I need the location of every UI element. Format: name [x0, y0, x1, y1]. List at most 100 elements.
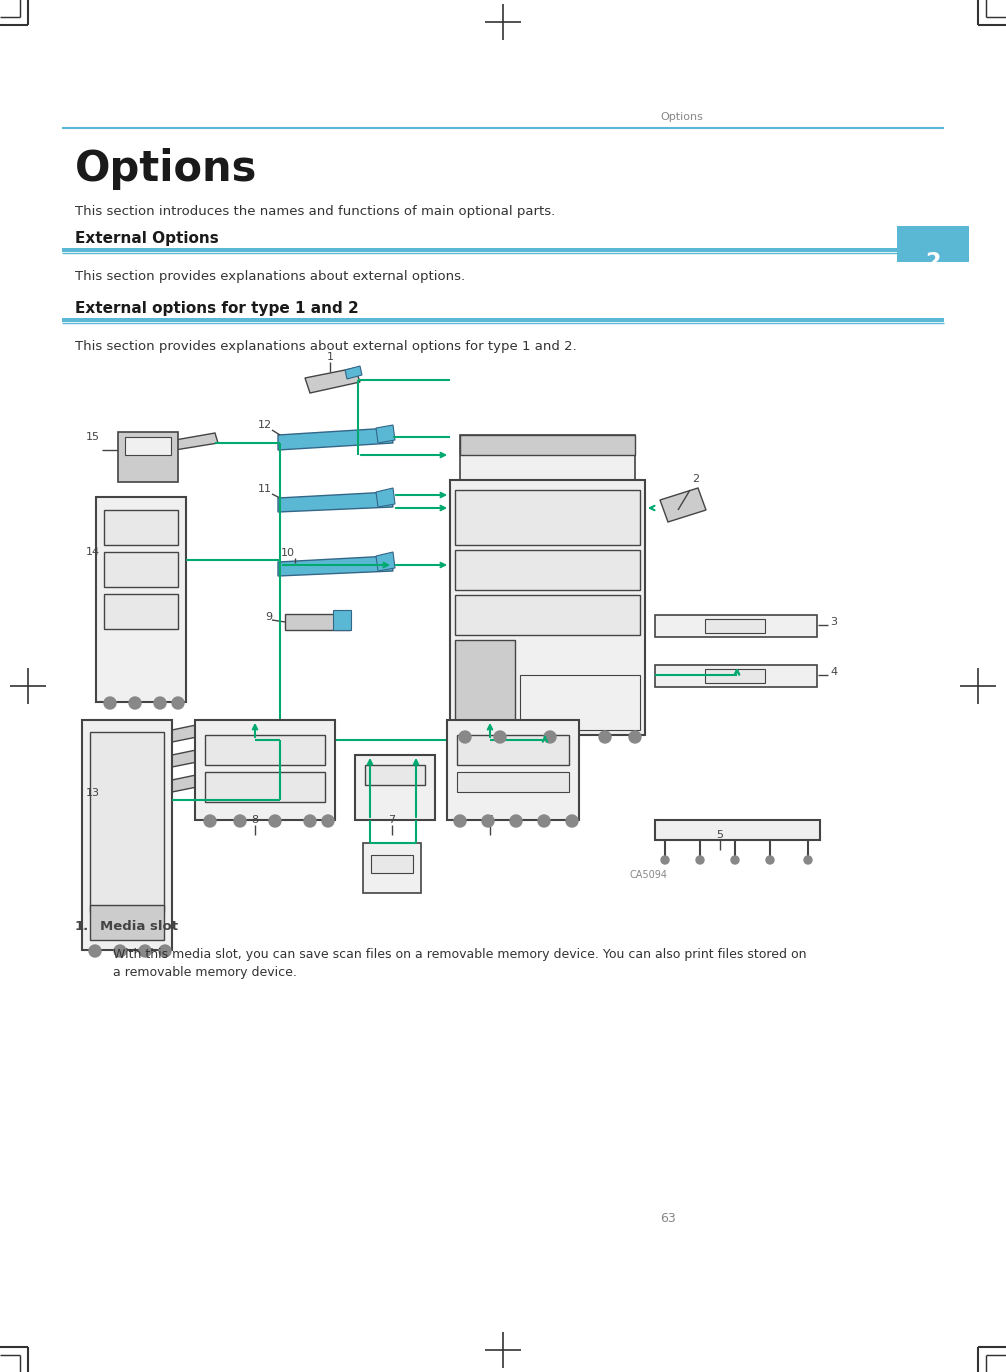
Text: 5: 5 [716, 830, 723, 840]
Circle shape [129, 697, 141, 709]
Bar [104, 594, 178, 628]
Circle shape [731, 856, 739, 864]
Bar [118, 432, 178, 482]
Text: 11: 11 [258, 484, 272, 494]
Polygon shape [305, 368, 360, 392]
Text: 10: 10 [281, 547, 295, 558]
Bar [363, 842, 421, 893]
Circle shape [459, 731, 471, 744]
Circle shape [661, 856, 669, 864]
Text: 12: 12 [258, 420, 272, 429]
Bar [450, 480, 645, 735]
Bar [90, 733, 164, 912]
Bar [457, 772, 569, 792]
Bar [447, 720, 579, 820]
Bar [104, 552, 178, 587]
Bar [355, 755, 435, 820]
Circle shape [566, 815, 578, 827]
Circle shape [804, 856, 812, 864]
Polygon shape [278, 556, 393, 576]
Circle shape [766, 856, 774, 864]
Polygon shape [172, 745, 222, 767]
Circle shape [538, 815, 550, 827]
Bar [655, 615, 817, 637]
Text: Options: Options [75, 148, 258, 189]
Polygon shape [172, 720, 222, 742]
Text: Media slot: Media slot [100, 921, 178, 933]
Bar [333, 611, 351, 630]
Bar [96, 497, 186, 702]
Circle shape [696, 856, 704, 864]
Text: CA5094: CA5094 [630, 870, 668, 879]
Bar [205, 735, 325, 766]
Circle shape [234, 815, 246, 827]
Text: 7: 7 [388, 815, 395, 825]
Text: External options for type 1 and 2: External options for type 1 and 2 [75, 300, 359, 316]
Text: 6: 6 [487, 815, 494, 825]
Bar [705, 619, 765, 632]
Circle shape [139, 945, 151, 958]
Text: Options: Options [660, 113, 703, 122]
Bar [455, 595, 640, 635]
Bar [62, 318, 944, 322]
Polygon shape [278, 493, 393, 512]
Polygon shape [345, 366, 362, 379]
Bar [455, 490, 640, 545]
Bar [897, 226, 969, 262]
Bar [705, 670, 765, 683]
Text: 2: 2 [926, 252, 941, 272]
Bar [104, 510, 178, 545]
Text: This section provides explanations about external options.: This section provides explanations about… [75, 270, 465, 283]
Text: 63: 63 [660, 1211, 676, 1225]
Bar [520, 675, 640, 730]
Circle shape [104, 697, 116, 709]
Polygon shape [172, 770, 222, 792]
Bar [457, 735, 569, 766]
Bar [455, 550, 640, 590]
Text: 8: 8 [252, 815, 259, 825]
Text: 9: 9 [265, 612, 272, 622]
Polygon shape [376, 425, 395, 443]
Polygon shape [175, 434, 218, 450]
Circle shape [172, 697, 184, 709]
Bar [285, 615, 350, 630]
Text: External Options: External Options [75, 230, 218, 246]
Circle shape [544, 731, 556, 744]
Circle shape [154, 697, 166, 709]
Polygon shape [660, 488, 706, 521]
Bar [655, 665, 817, 687]
Circle shape [494, 731, 506, 744]
Text: This section introduces the names and functions of main optional parts.: This section introduces the names and fu… [75, 204, 555, 218]
Text: a removable memory device.: a removable memory device. [113, 966, 297, 980]
Bar [82, 720, 172, 949]
Text: 3: 3 [830, 617, 837, 627]
Text: 1: 1 [327, 353, 334, 362]
Bar [365, 766, 425, 785]
Bar [125, 438, 171, 456]
Circle shape [454, 815, 466, 827]
Text: 15: 15 [86, 432, 100, 442]
Circle shape [89, 945, 101, 958]
Bar [460, 435, 635, 456]
Text: 1.: 1. [75, 921, 90, 933]
Circle shape [629, 731, 641, 744]
Bar [455, 639, 515, 730]
Bar [655, 820, 820, 840]
Polygon shape [278, 428, 393, 450]
Circle shape [510, 815, 522, 827]
Text: With this media slot, you can save scan files on a removable memory device. You : With this media slot, you can save scan … [113, 948, 807, 960]
Text: 2: 2 [692, 473, 699, 484]
Circle shape [204, 815, 216, 827]
Text: This section provides explanations about external options for type 1 and 2.: This section provides explanations about… [75, 340, 576, 353]
Bar [90, 906, 164, 940]
Bar [371, 855, 413, 873]
Bar [195, 720, 335, 820]
Circle shape [599, 731, 611, 744]
Polygon shape [376, 552, 395, 571]
Circle shape [304, 815, 316, 827]
Circle shape [482, 815, 494, 827]
Circle shape [269, 815, 281, 827]
Text: 4: 4 [830, 667, 837, 676]
Bar [460, 435, 635, 480]
Circle shape [159, 945, 171, 958]
